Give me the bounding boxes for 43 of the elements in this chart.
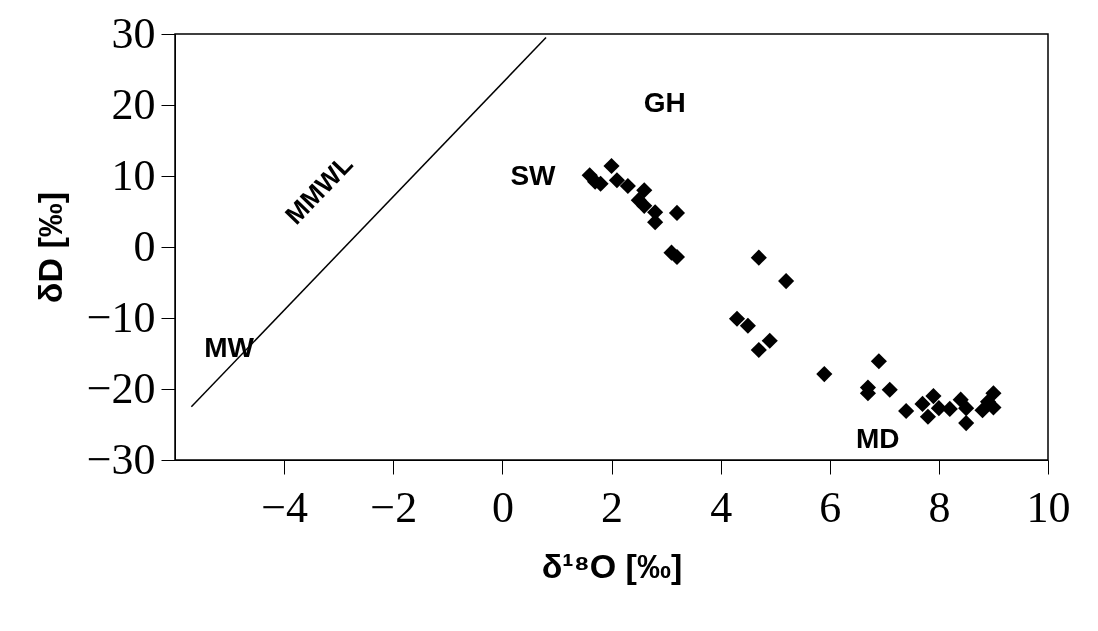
y-tick-label: 0 bbox=[133, 221, 156, 271]
point bbox=[739, 317, 756, 334]
point bbox=[761, 332, 778, 349]
x-axis-title: δ¹⁸O [‰] bbox=[541, 546, 683, 585]
y-tick-label: 30 bbox=[111, 8, 156, 58]
point bbox=[958, 400, 975, 417]
annotation: GH bbox=[643, 86, 686, 118]
y-tick-label: −30 bbox=[86, 434, 156, 484]
point bbox=[608, 172, 626, 189]
point bbox=[952, 391, 969, 408]
y-tick-label: 20 bbox=[111, 79, 156, 129]
point bbox=[985, 385, 1002, 402]
point bbox=[636, 197, 653, 214]
x-tick-label: 2 bbox=[601, 482, 623, 532]
y-tick-label: −10 bbox=[86, 292, 156, 342]
point bbox=[750, 341, 767, 359]
point bbox=[919, 408, 937, 425]
point bbox=[925, 388, 942, 405]
y-tick-label: −20 bbox=[86, 363, 156, 413]
point bbox=[958, 415, 975, 432]
y-axis-title: δD [‰] bbox=[30, 191, 69, 304]
x-tick-label: 10 bbox=[1026, 482, 1071, 532]
x-tick-label: 8 bbox=[928, 482, 951, 532]
point bbox=[881, 381, 898, 398]
point bbox=[778, 273, 795, 290]
point bbox=[636, 182, 653, 199]
point bbox=[619, 177, 636, 194]
point bbox=[870, 353, 887, 370]
y-tick-label: 10 bbox=[111, 150, 156, 200]
point bbox=[728, 310, 746, 327]
x-tick-label: 6 bbox=[819, 482, 842, 532]
x-tick-label: −2 bbox=[370, 482, 418, 532]
annotation: MD bbox=[855, 422, 900, 454]
point bbox=[668, 204, 686, 221]
point bbox=[750, 249, 767, 266]
point bbox=[914, 395, 931, 412]
point bbox=[898, 402, 915, 420]
x-tick-label: 4 bbox=[710, 482, 733, 532]
x-tick-label: 0 bbox=[491, 482, 514, 532]
point bbox=[816, 366, 833, 383]
annotation: SW bbox=[510, 160, 557, 192]
x-tick-label: −4 bbox=[261, 482, 309, 532]
point bbox=[603, 158, 620, 175]
